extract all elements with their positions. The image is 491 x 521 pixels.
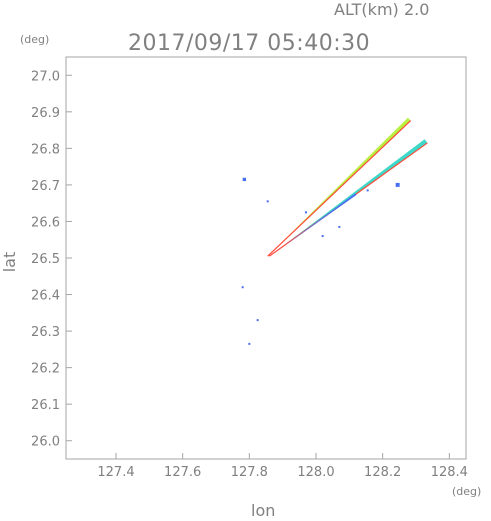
y-axis-label: lat [0, 252, 19, 273]
axis-ticks: 127.4 127.6 127.8 128.0 128.2 128.4 26.0 26.1 26… [31, 69, 468, 480]
x-tick-label: 128.2 [364, 465, 401, 480]
echo-spot [256, 319, 259, 322]
echo-spot [366, 189, 369, 192]
echo-spot [321, 235, 324, 238]
echo-spot [395, 182, 400, 187]
x-axis-label: lon [251, 501, 275, 520]
echo-spot [338, 225, 341, 228]
x-tick-label: 127.8 [231, 465, 268, 480]
y-tick-label: 26.0 [31, 435, 60, 450]
upper-echo-band-edge [267, 120, 412, 257]
x-tick-label: 128.0 [297, 465, 334, 480]
y-tick-label: 26.5 [31, 252, 60, 267]
x-unit-label: (deg) [452, 485, 481, 498]
echo-spot [241, 286, 244, 289]
y-tick-label: 26.9 [31, 106, 60, 121]
x-tick-label: 127.6 [164, 465, 201, 480]
x-tick-label: 127.4 [97, 465, 134, 480]
y-tick-label: 27.0 [31, 69, 60, 84]
echo-spot [305, 211, 307, 214]
y-tick-label: 26.6 [31, 215, 60, 230]
y-tick-label: 26.8 [31, 142, 60, 157]
altitude-label: ALT(km) [334, 0, 399, 19]
chart-title: 2017/09/17 05:40:30 [128, 31, 370, 56]
lower-echo-band-weak-edge [282, 193, 357, 247]
altitude-value: 2.0 [404, 0, 429, 19]
y-tick-label: 26.4 [31, 289, 60, 304]
y-unit-label: (deg) [20, 33, 49, 46]
y-tick-label: 26.7 [31, 179, 60, 194]
echo-spot [242, 177, 246, 182]
echo-spot [266, 200, 269, 203]
x-tick-label: 128.4 [431, 465, 468, 480]
y-tick-label: 26.1 [31, 398, 60, 413]
lower-echo-band [269, 139, 428, 257]
y-tick-label: 26.2 [31, 362, 60, 377]
echo-spot [248, 342, 251, 345]
radar-echoes [241, 117, 428, 345]
plot-area [65, 56, 467, 460]
y-tick-label: 26.3 [31, 325, 60, 340]
